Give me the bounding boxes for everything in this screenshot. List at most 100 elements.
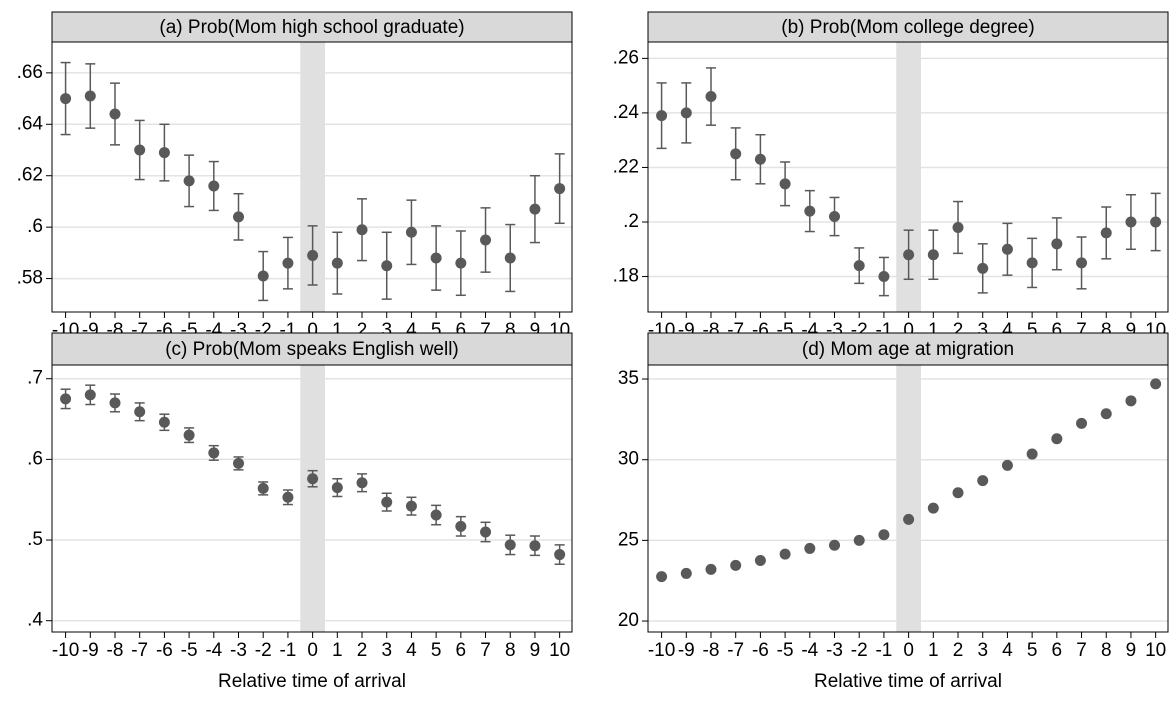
x-tick-label: -10	[52, 640, 79, 661]
x-tick-label: 1	[332, 640, 343, 661]
point	[233, 211, 245, 223]
x-tick-label: 7	[1076, 640, 1087, 661]
point	[853, 534, 865, 546]
x-tick-label: 6	[456, 640, 467, 661]
x-tick-label: -5	[181, 640, 198, 661]
x-tick-label: 10	[1145, 640, 1166, 661]
point	[84, 90, 96, 102]
point	[134, 144, 146, 156]
point	[804, 542, 816, 554]
point	[1076, 417, 1088, 429]
point	[680, 567, 692, 579]
panel-header	[51, 11, 573, 43]
x-tick-label: -8	[107, 640, 124, 661]
point	[331, 482, 343, 494]
x-axis-title: Relative time of arrival	[814, 671, 1002, 692]
x-tick-label: 3	[977, 320, 988, 341]
x-tick-label: 7	[480, 320, 491, 341]
panel-title: (b) Prob(Mom college degree)	[781, 17, 1034, 38]
point	[109, 397, 121, 409]
point	[158, 416, 170, 428]
x-tick-label: 1	[928, 640, 939, 661]
x-tick-label: -10	[648, 640, 675, 661]
y-tick-label: .6	[27, 216, 43, 237]
point	[1125, 395, 1137, 407]
x-tick-label: 8	[505, 320, 516, 341]
x-tick-label: 3	[381, 640, 392, 661]
x-tick-label: 2	[357, 640, 368, 661]
point	[60, 93, 72, 105]
x-tick-label: 0	[307, 320, 318, 341]
point	[233, 457, 245, 469]
x-tick-label: 5	[1027, 320, 1038, 341]
x-tick-label: 0	[307, 640, 318, 661]
point	[754, 555, 766, 567]
point	[730, 148, 742, 160]
point	[977, 262, 989, 274]
point	[480, 526, 492, 538]
x-tick-label: 9	[1126, 320, 1137, 341]
point	[804, 205, 816, 217]
x-tick-label: 8	[1101, 320, 1112, 341]
x-tick-label: 2	[357, 320, 368, 341]
panel-title: (a) Prob(Mom high school graduate)	[159, 17, 464, 38]
point	[381, 260, 393, 272]
x-tick-label: -9	[82, 640, 99, 661]
point	[109, 108, 121, 120]
point	[878, 529, 890, 541]
point	[952, 487, 964, 499]
point	[779, 178, 791, 190]
x-tick-label: -4	[205, 640, 222, 661]
y-tick-label: .26	[613, 47, 639, 68]
point	[1100, 408, 1112, 420]
point	[356, 224, 368, 236]
point	[455, 257, 467, 269]
panel-header	[647, 332, 1169, 366]
point	[1150, 378, 1162, 390]
point	[430, 509, 442, 521]
x-tick-label: -4	[801, 640, 818, 661]
point	[1001, 459, 1013, 471]
point	[356, 477, 368, 489]
point	[529, 540, 541, 552]
point	[60, 393, 72, 405]
x-tick-label: 1	[928, 320, 939, 341]
point	[504, 252, 516, 264]
point	[381, 496, 393, 508]
plot-frame	[647, 364, 1169, 633]
x-tick-label: 5	[1027, 640, 1038, 661]
point	[554, 549, 566, 561]
point	[1076, 257, 1088, 269]
x-tick-label: 7	[480, 640, 491, 661]
shaded-band	[896, 365, 921, 632]
shaded-band	[300, 365, 325, 632]
x-tick-label: 0	[903, 320, 914, 341]
x-tick-label: -2	[255, 640, 272, 661]
x-tick-label: 6	[1052, 640, 1063, 661]
point	[1125, 216, 1137, 228]
x-tick-label: 2	[953, 320, 964, 341]
x-tick-label: -2	[851, 640, 868, 661]
point	[927, 249, 939, 261]
point	[183, 175, 195, 187]
point	[282, 257, 294, 269]
point	[829, 539, 841, 551]
x-tick-label: -3	[826, 640, 843, 661]
point	[307, 249, 319, 261]
plot-frame	[51, 364, 573, 633]
panel-header	[51, 332, 573, 366]
point	[208, 447, 220, 459]
x-tick-label: 5	[431, 640, 442, 661]
x-tick-label: -1	[279, 640, 296, 661]
x-tick-label: -9	[678, 640, 695, 661]
x-tick-label: -5	[777, 640, 794, 661]
plot-frame	[647, 41, 1169, 313]
plot-frame	[51, 41, 573, 313]
panel-title: (d) Mom age at migration	[802, 339, 1014, 360]
x-tick-label: -8	[703, 640, 720, 661]
x-tick-label: 3	[977, 640, 988, 661]
point	[554, 183, 566, 195]
x-axis-title: Relative time of arrival	[218, 671, 406, 692]
point	[656, 571, 668, 583]
